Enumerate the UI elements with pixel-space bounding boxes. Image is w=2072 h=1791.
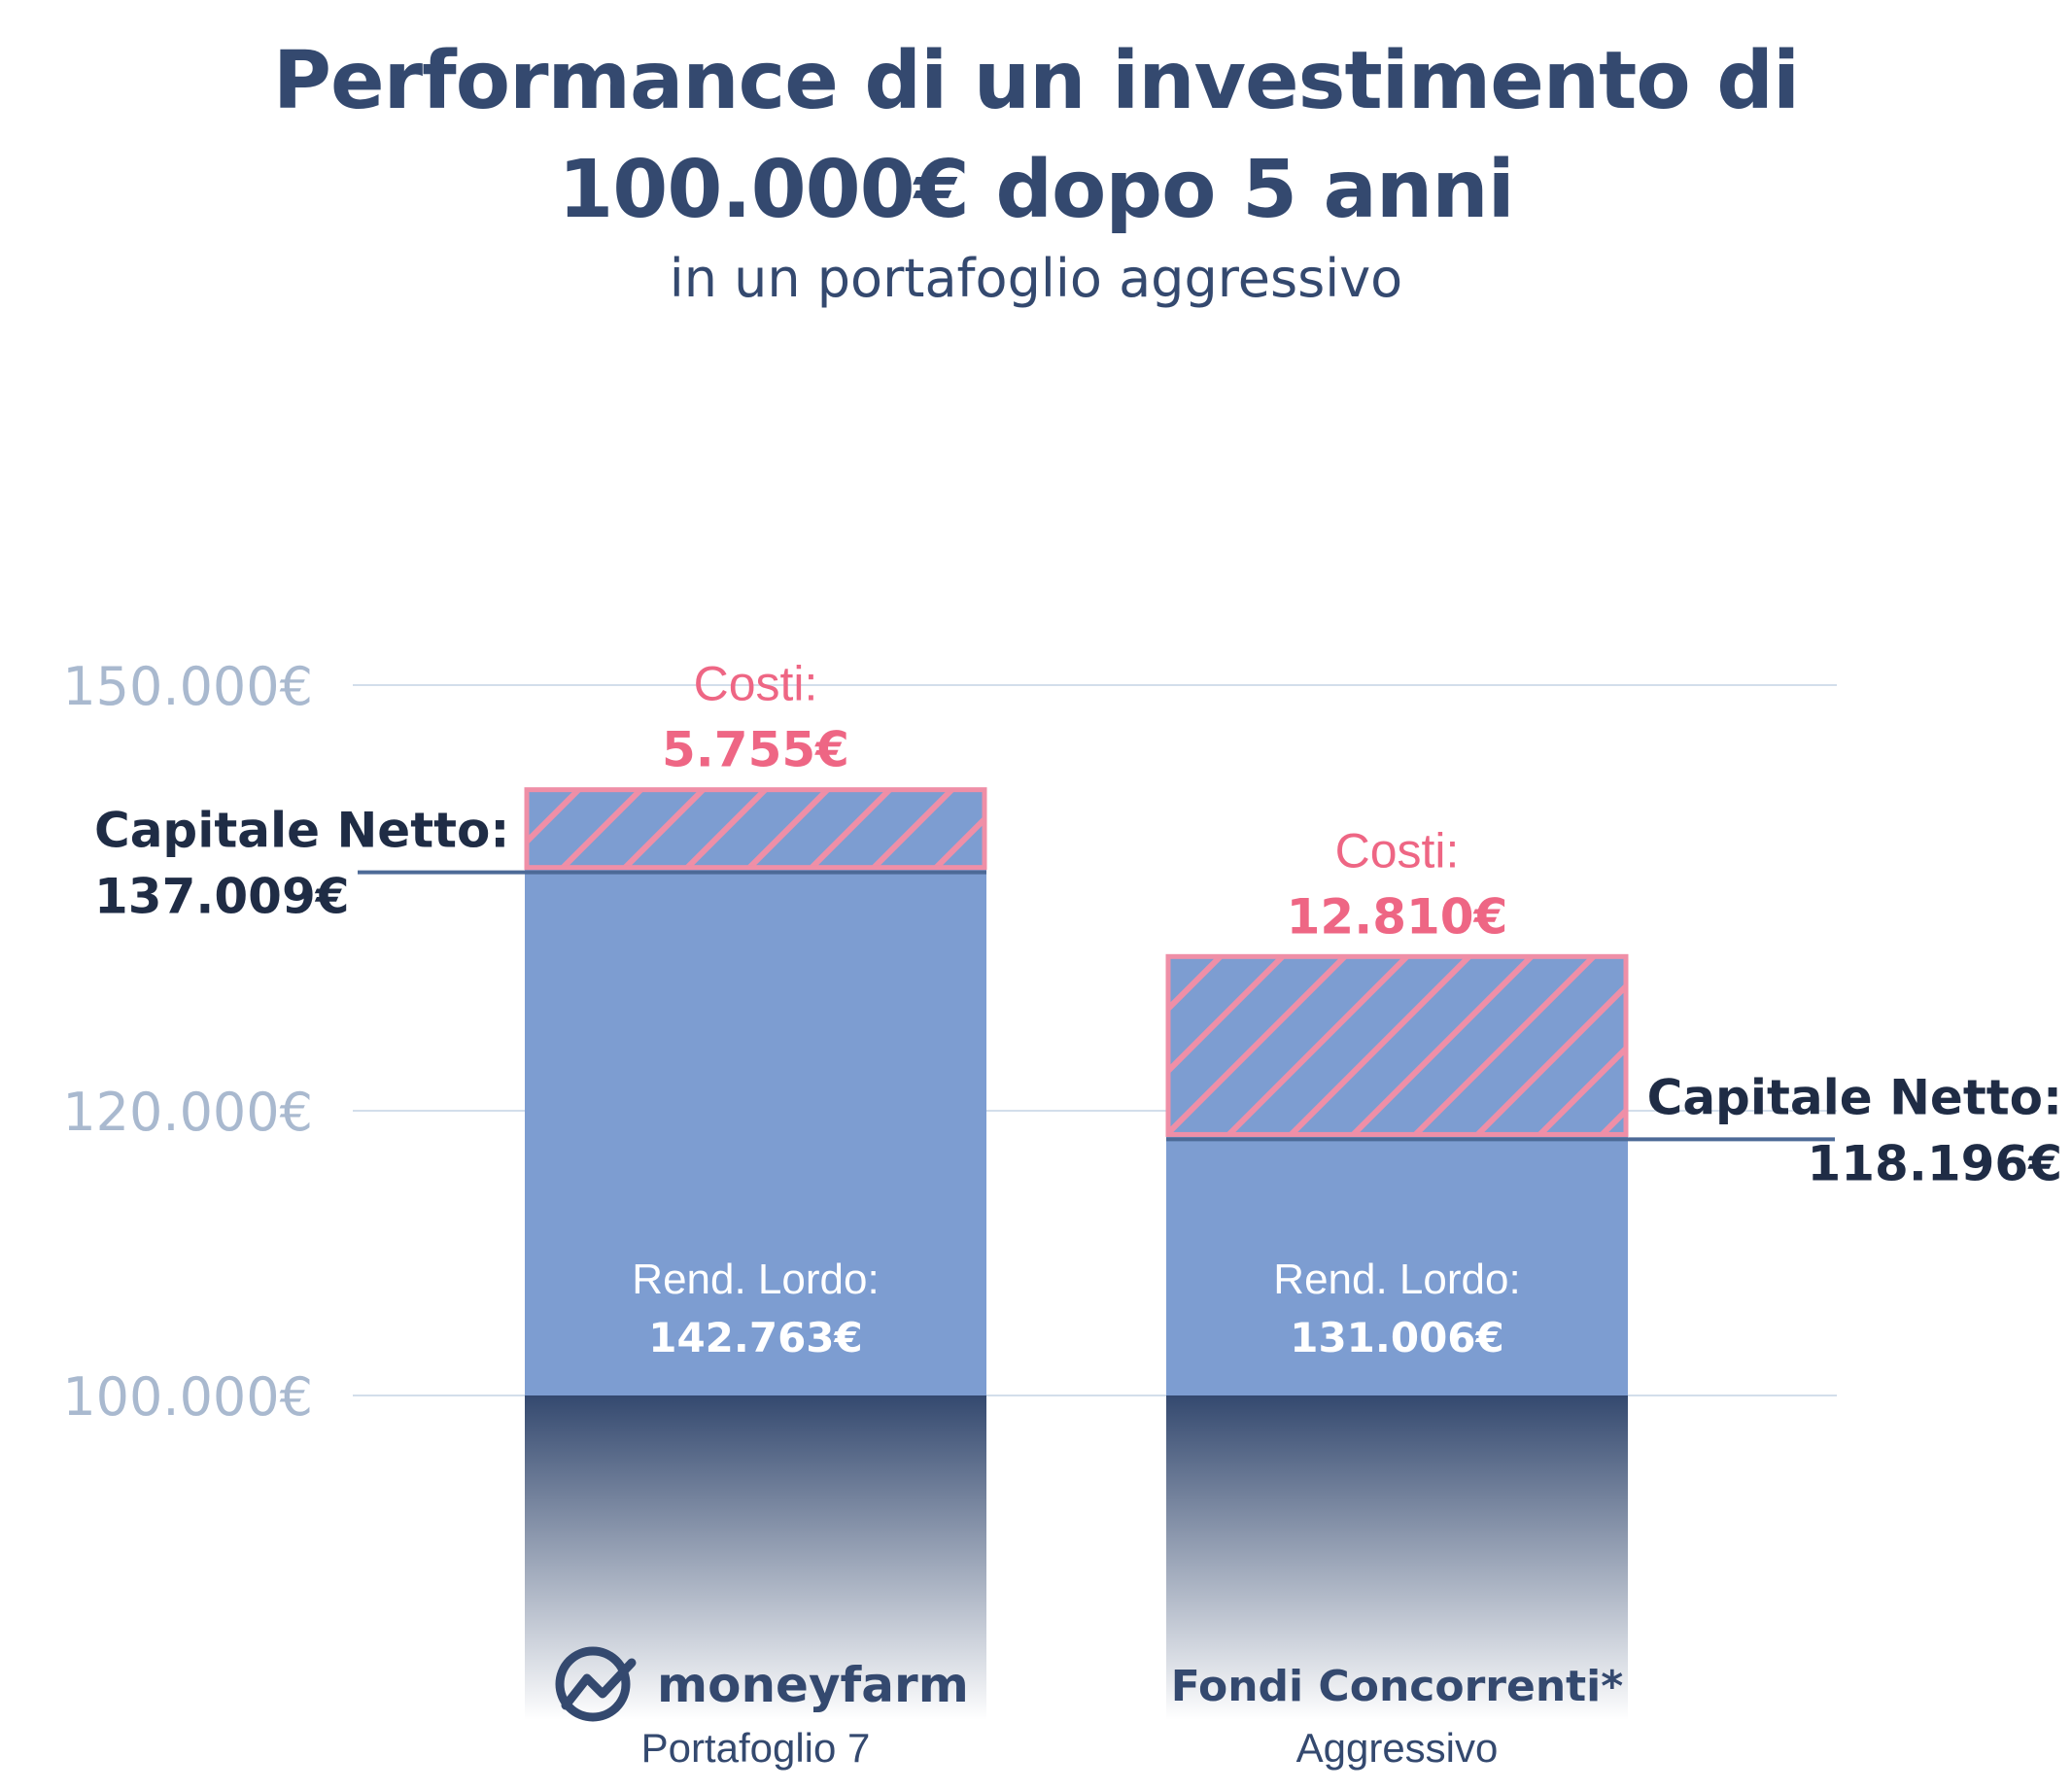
chart-subtitle: in un portafoglio aggressivo xyxy=(669,248,1403,309)
category-subtitle: Aggressivo xyxy=(1296,1725,1499,1771)
gross-return-value: 131.006€ xyxy=(1290,1314,1504,1361)
costs-value: 5.755€ xyxy=(662,722,849,778)
chart-title-line-2: 100.000€ dopo 5 anni xyxy=(558,144,1515,236)
net-capital-label: Capitale Netto: xyxy=(94,803,509,859)
y-tick-label: 100.000€ xyxy=(62,1366,313,1428)
chart-title-line-1: Performance di un investimento di xyxy=(272,35,1800,127)
costs-label: Costi: xyxy=(694,657,818,711)
y-tick-label: 150.000€ xyxy=(62,656,313,717)
brand-name: moneyfarm xyxy=(657,1657,969,1713)
bar-costs-hatch xyxy=(524,787,987,871)
chart-title: Performance di un investimento di 100.00… xyxy=(0,27,2072,245)
logo-trend-line xyxy=(561,1658,637,1710)
bars xyxy=(358,787,1835,1720)
net-capital-label: Capitale Netto: xyxy=(1647,1069,2062,1125)
gross-return-label: Rend. Lordo: xyxy=(1273,1256,1520,1303)
bar-net-capital xyxy=(525,869,986,1395)
gross-return-value: 142.763€ xyxy=(648,1314,863,1361)
gross-return-label: Rend. Lordo: xyxy=(632,1256,879,1303)
costs-value: 12.810€ xyxy=(1287,888,1508,945)
logo-ring xyxy=(555,1646,631,1722)
y-tick-label: 120.000€ xyxy=(62,1082,313,1143)
costs-label: Costi: xyxy=(1335,823,1460,878)
net-capital-value: 137.009€ xyxy=(94,869,350,925)
moneyfarm-logo-icon xyxy=(555,1646,637,1722)
bar-net-capital xyxy=(1166,1136,1628,1395)
bar-costs-hatch xyxy=(1165,953,1629,1137)
bar-base-fade xyxy=(1166,1395,1628,1720)
bar-labels: Costi: 5.755€ Rend. Lordo: 142.763€ Capitale… xyxy=(94,657,2062,1771)
net-capital-value: 118.196€ xyxy=(1807,1135,2062,1191)
y-axis-ticks: 100.000€ 120.000€ 150.000€ xyxy=(62,656,313,1428)
bar-base-fade xyxy=(525,1395,986,1720)
category-subtitle: Portafoglio 7 xyxy=(641,1725,871,1771)
competitor-name: Fondi Concorrenti* xyxy=(1171,1662,1624,1711)
